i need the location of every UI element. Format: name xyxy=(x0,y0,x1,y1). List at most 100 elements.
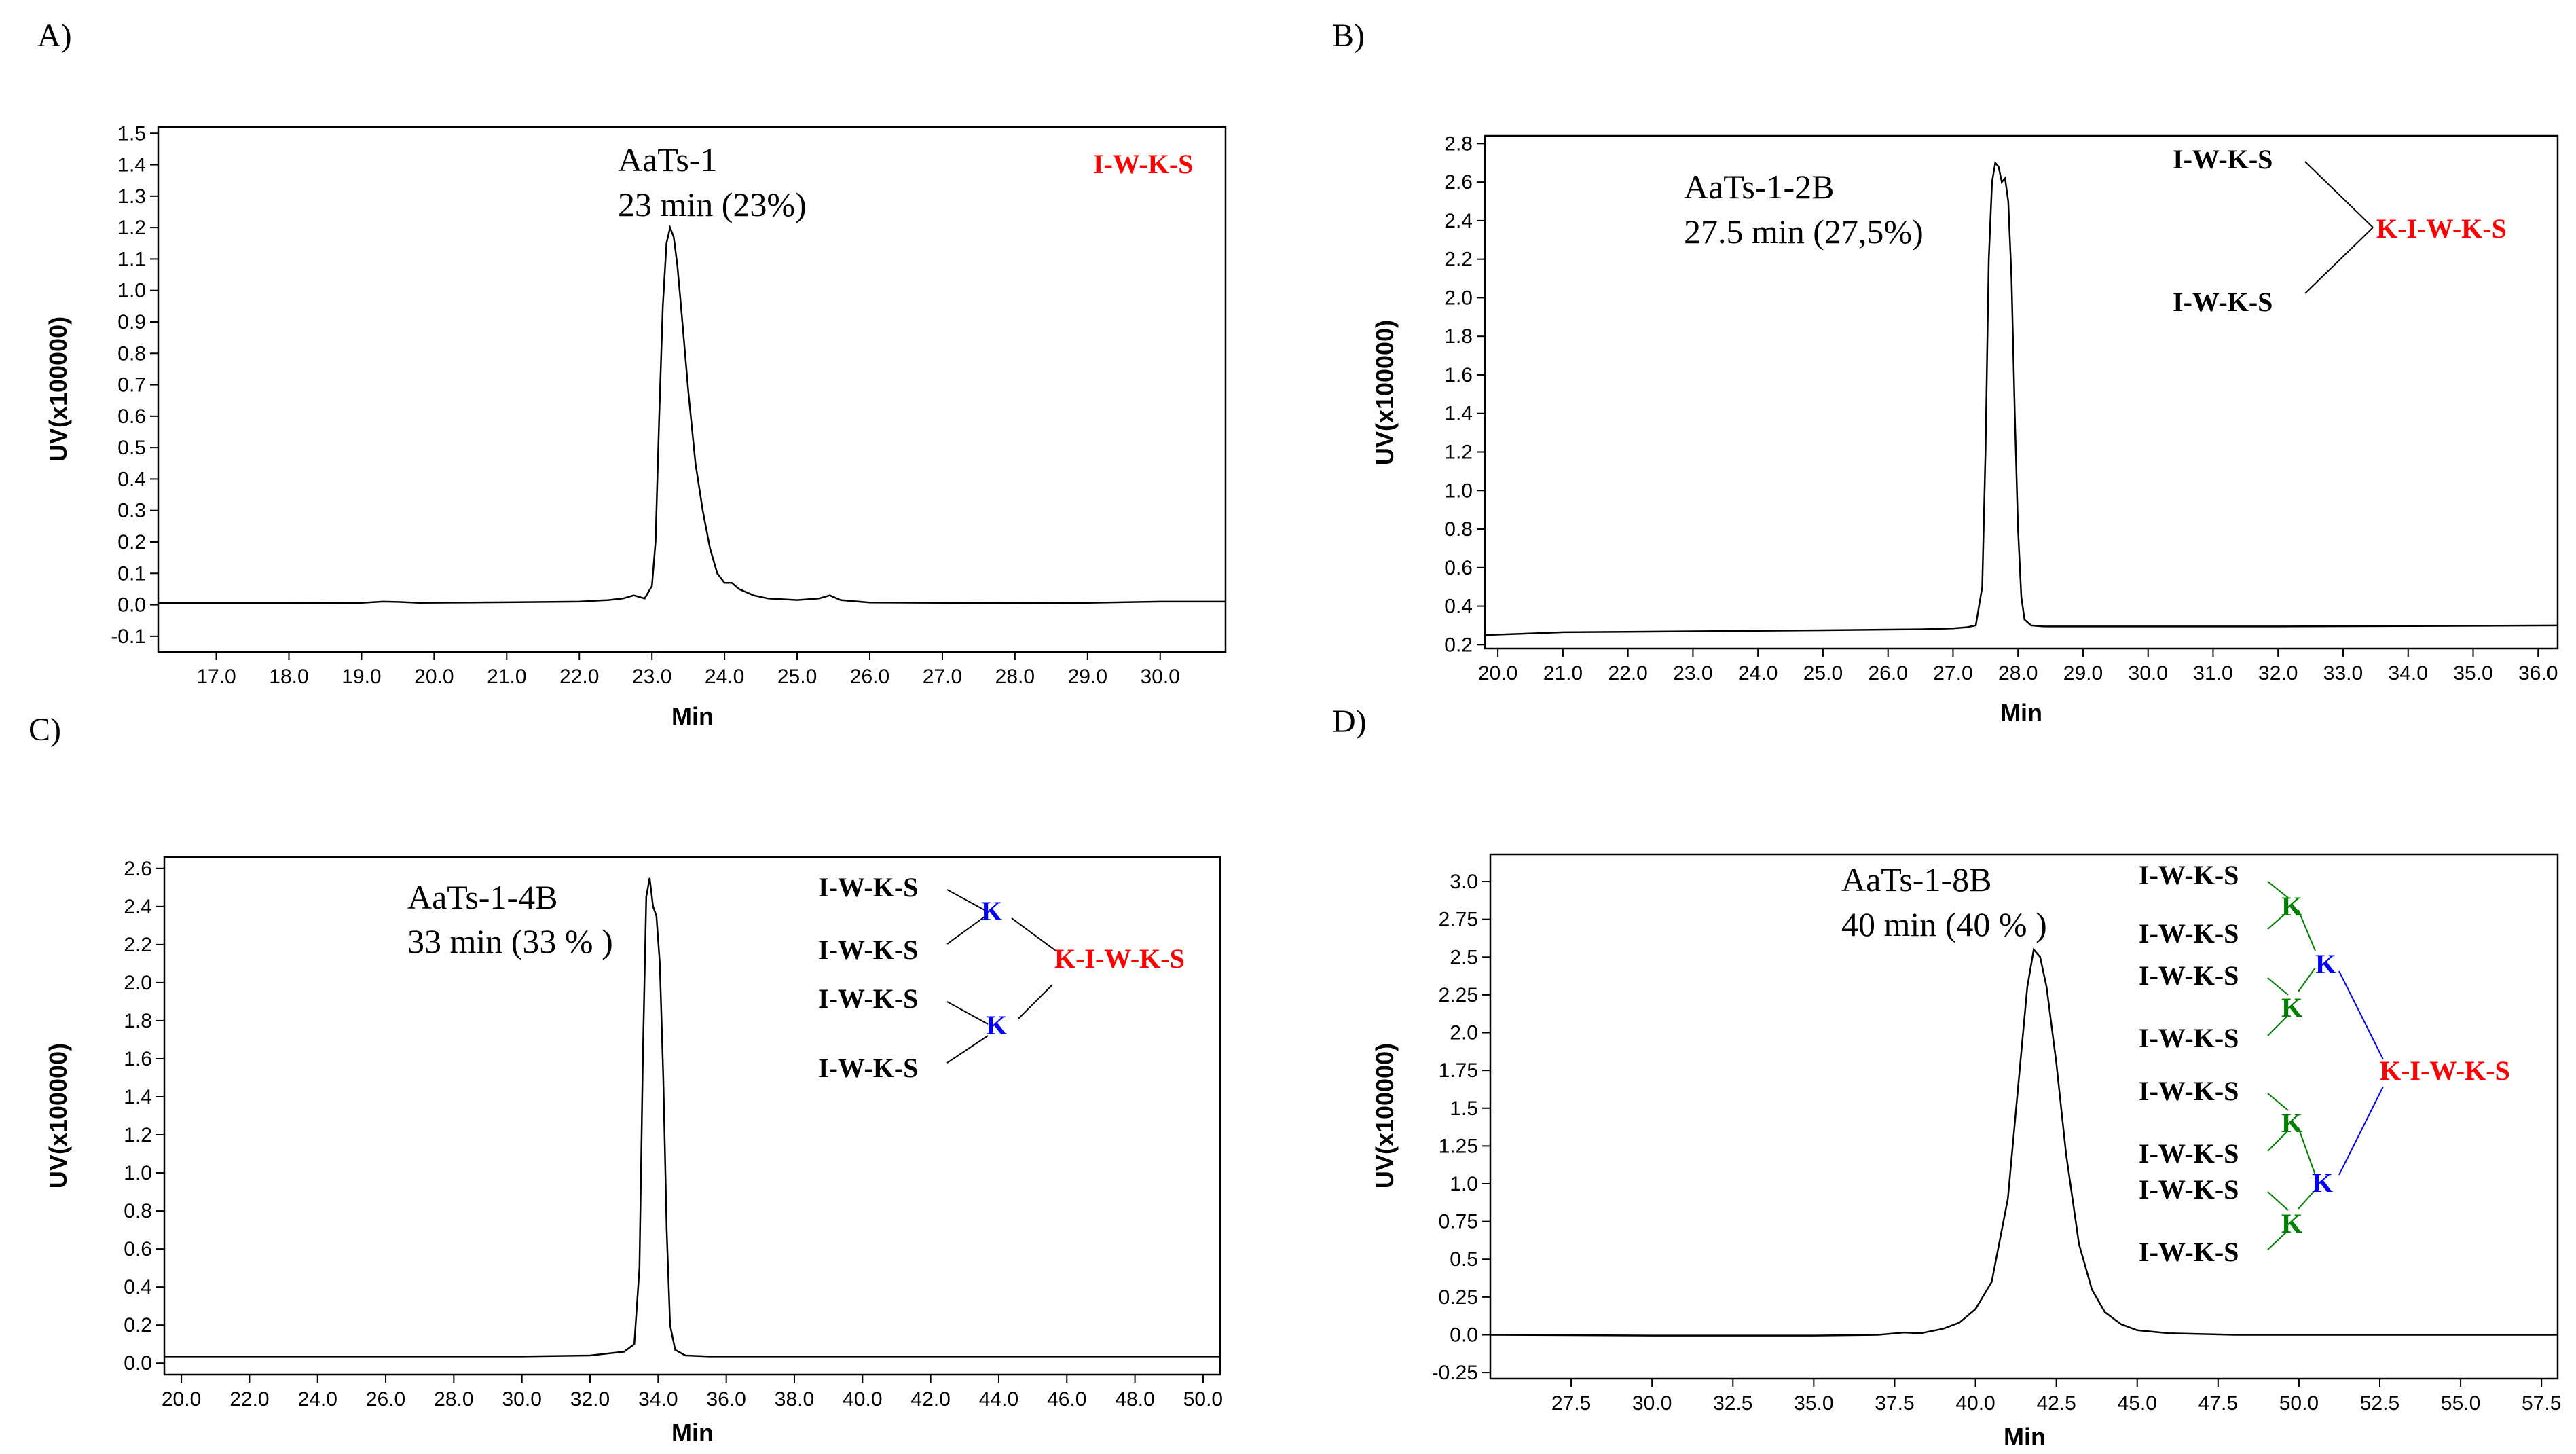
structure-unit: I-W-K-S xyxy=(2139,1023,2239,1053)
connector-line xyxy=(946,916,985,945)
y-tick-label: 0.8 xyxy=(117,342,146,365)
annotation-time-b: 27.5 min (27,5%) xyxy=(1684,213,1924,251)
x-tick-label: 40.0 xyxy=(843,1388,882,1411)
structure-unit: I-W-K-S xyxy=(2173,144,2273,175)
y-tick-label: 0.25 xyxy=(1439,1286,1478,1309)
x-tick-label: 20.0 xyxy=(414,666,454,688)
plot-frame-c xyxy=(163,856,1221,1376)
connector-line xyxy=(2267,1093,2289,1111)
x-tick-label: 36.0 xyxy=(706,1388,746,1411)
connector-line xyxy=(1011,917,1056,951)
x-tick-label: 44.0 xyxy=(979,1388,1018,1411)
y-axis-ticks-d: -0.25 0.0 0.25 0.5 0.75 1.0 1.25 1.5 1.75 2.0 2.25… xyxy=(1432,871,1490,1384)
structure-core: K-I-W-K-S xyxy=(1054,943,1185,974)
structure-unit: I-W-K-S xyxy=(818,934,918,965)
connector-line xyxy=(946,1001,989,1025)
structure-unit: I-W-K-S xyxy=(2139,860,2239,890)
x-tick-label: 25.0 xyxy=(777,666,817,688)
x-tick-label: 26.0 xyxy=(850,666,889,688)
structure-unit: I-W-K-S xyxy=(818,1053,918,1083)
connector-line xyxy=(2298,909,2316,951)
x-tick-label: 28.0 xyxy=(1998,662,2038,685)
panel-label-c: C) xyxy=(29,712,61,748)
panel-a: A) -0.1 0.0 0.1 0.2 0.3 0.4 0.5 0.6 0.7 0.8 0.9 1.0… xyxy=(37,18,1227,730)
y-tick-label: 2.0 xyxy=(1450,1022,1478,1044)
connector-line xyxy=(2267,1191,2289,1211)
y-tick-label: 0.8 xyxy=(1444,518,1473,541)
y-tick-label: 1.6 xyxy=(124,1048,152,1070)
y-tick-label: 1.0 xyxy=(117,280,146,302)
x-tick-label: 26.0 xyxy=(366,1388,405,1411)
x-tick-label: 27.0 xyxy=(923,666,962,688)
x-tick-label: 19.0 xyxy=(342,666,381,688)
structure-inner-k: K xyxy=(2281,891,2302,922)
connector-line xyxy=(2338,1086,2384,1176)
y-tick-label: 1.0 xyxy=(124,1162,152,1184)
x-axis-ticks-d: 27.5 30.0 32.5 35.0 37.5 40.0 42.5 45.0 47.5 50.0… xyxy=(1551,1379,2561,1415)
connector-line xyxy=(2298,967,2316,992)
connector-line xyxy=(2298,1127,2316,1176)
y-axis-title-a: UV(x100000) xyxy=(44,316,72,462)
x-axis-ticks-a: 17.0 18.0 19.0 20.0 21.0 22.0 23.0 24.0 25.0 26.0… xyxy=(196,652,1180,688)
dendrimer-structure-c: I-W-K-S I-W-K-S I-W-K-S I-W-K-S K K K-I-… xyxy=(818,872,1185,1083)
x-tick-label: 24.0 xyxy=(1738,662,1778,685)
structure-branch-k: K xyxy=(981,896,1002,926)
y-axis-title-c: UV(x100000) xyxy=(44,1043,72,1188)
x-tick-label: 22.0 xyxy=(559,666,599,688)
connector-line xyxy=(2304,227,2374,294)
x-tick-label: 55.0 xyxy=(2441,1392,2480,1415)
annotation-time-c: 33 min (33 % ) xyxy=(407,922,613,960)
structure-inner-k: K xyxy=(2281,992,2302,1023)
y-tick-label: 1.4 xyxy=(124,1086,152,1108)
panel-label-d: D) xyxy=(1332,704,1367,740)
y-tick-label: 1.3 xyxy=(117,185,146,208)
connector-line xyxy=(2298,1189,2316,1210)
x-tick-label: 20.0 xyxy=(1478,662,1517,685)
y-tick-label: 1.1 xyxy=(117,248,146,270)
structure-unit: I-W-K-S xyxy=(818,872,918,903)
y-tick-label: 0.9 xyxy=(117,311,146,333)
uv-trace-a xyxy=(158,224,1226,604)
y-tick-label: 1.25 xyxy=(1439,1135,1478,1157)
y-tick-label: 1.2 xyxy=(117,217,146,239)
y-tick-label: 2.0 xyxy=(1444,287,1473,309)
y-tick-label: 0.4 xyxy=(1444,596,1473,618)
uv-trace-b xyxy=(1484,160,2558,636)
y-tick-label: 2.4 xyxy=(124,896,152,918)
y-axis-ticks-c: 0.0 0.2 0.4 0.6 0.8 1.0 1.2 1.4 1.6 1.8 2.0 2.2 2.4 2… xyxy=(124,858,164,1375)
x-tick-label: 27.5 xyxy=(1551,1392,1591,1415)
connector-line xyxy=(2267,1015,2289,1036)
y-tick-label: 0.1 xyxy=(117,562,146,585)
y-tick-label: 1.8 xyxy=(124,1010,152,1032)
y-tick-label: 0.6 xyxy=(117,405,146,428)
structure-core: K-I-W-K-S xyxy=(2380,1055,2510,1086)
y-axis-title-d: UV(x100000) xyxy=(1371,1043,1399,1188)
x-tick-label: 21.0 xyxy=(1543,662,1583,685)
y-axis-ticks-b: 0.2 0.4 0.6 0.8 1.0 1.2 1.4 1.6 1.8 2.0 2.2 2.4 2.6 2… xyxy=(1444,132,1485,656)
x-tick-label: 31.0 xyxy=(2193,662,2232,685)
x-tick-label: 40.0 xyxy=(1955,1392,1995,1415)
y-tick-label: 1.75 xyxy=(1439,1059,1478,1082)
connector-line xyxy=(2338,970,2384,1060)
annotation-name-d: AaTs-1-8B xyxy=(1841,860,1991,898)
uv-trace-c xyxy=(164,877,1220,1358)
y-tick-label: 0.2 xyxy=(1444,634,1473,656)
structure-branch-k: K xyxy=(986,1010,1007,1040)
x-tick-label: 52.5 xyxy=(2360,1392,2399,1415)
x-tick-label: 22.0 xyxy=(1608,662,1647,685)
structure-outer-k: K xyxy=(2315,949,2336,979)
annotation-name-a: AaTs-1 xyxy=(618,141,717,179)
structure-unit: I-W-K-S xyxy=(2139,1076,2239,1106)
x-tick-label: 34.0 xyxy=(638,1388,678,1411)
y-tick-label: 0.7 xyxy=(117,374,146,397)
y-tick-label: 0.4 xyxy=(124,1276,152,1298)
structure-unit: I-W-K-S xyxy=(2139,1237,2239,1267)
y-tick-label: 0.6 xyxy=(124,1238,152,1260)
y-tick-label: 1.4 xyxy=(1444,403,1473,425)
annotation-time-a: 23 min (23%) xyxy=(618,185,807,223)
panel-d: D) -0.25 0.0 0.25 0.5 0.75 1.0 1.25 1.5 1.75 2.0 2… xyxy=(1332,704,2561,1451)
connector-line xyxy=(2267,911,2289,930)
y-tick-label: 1.0 xyxy=(1450,1173,1478,1195)
connector-line xyxy=(2267,1130,2289,1152)
